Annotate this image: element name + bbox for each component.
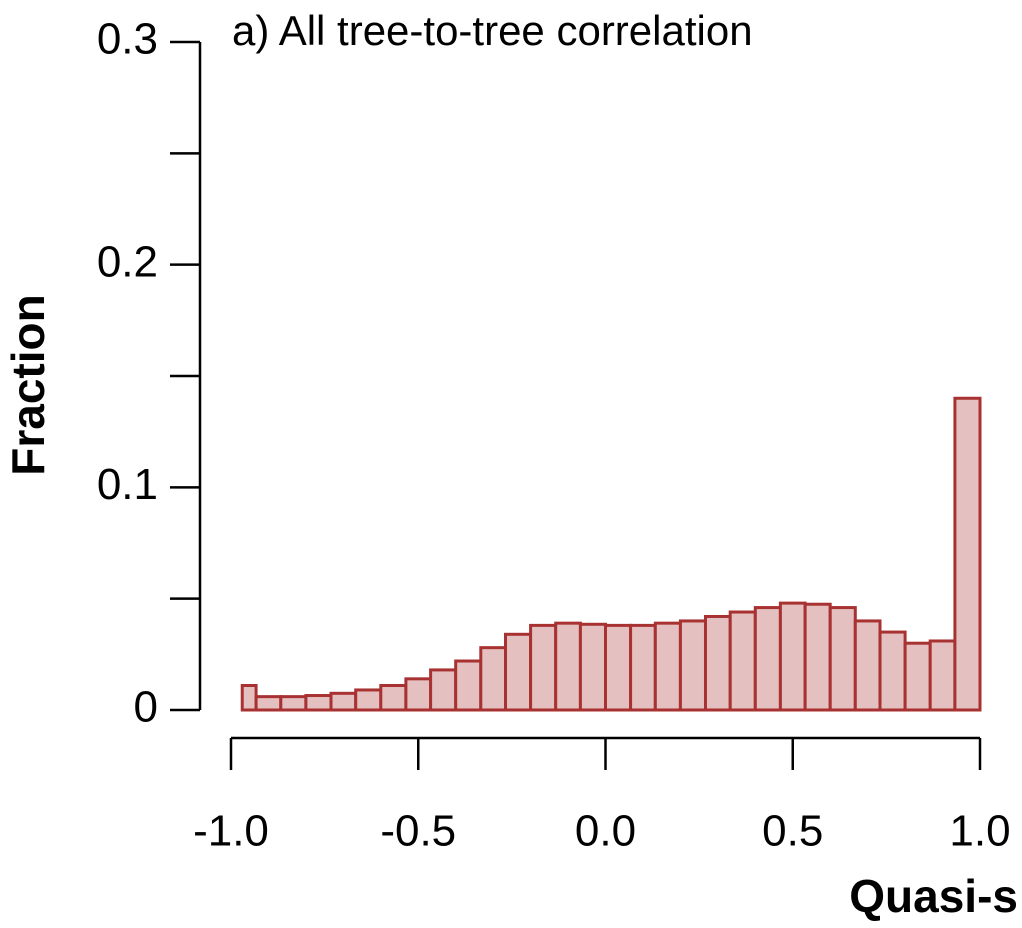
histogram-bar — [254, 695, 283, 712]
histogram-bar — [928, 639, 957, 712]
histogram-bar — [454, 659, 483, 712]
x-tick-label: -1.0 — [193, 807, 269, 856]
histogram-bar — [479, 646, 508, 712]
x-tick-label: 1.0 — [949, 807, 1010, 856]
histogram-bar — [404, 677, 433, 712]
histogram-bar — [803, 602, 832, 712]
histogram-bar — [653, 621, 682, 712]
x-tick-label: -0.5 — [380, 807, 456, 856]
histogram-bar — [604, 623, 633, 712]
histogram-bar — [329, 691, 358, 712]
x-tick-label: 0.5 — [762, 807, 823, 856]
histogram-bar — [853, 619, 882, 712]
x-tick-label: 0.0 — [575, 807, 636, 856]
histogram-bar — [504, 632, 533, 712]
chart-title: a) All tree-to-tree correlation — [232, 7, 753, 54]
x-axis-label: Quasi-s — [849, 870, 1018, 922]
histogram-bar — [429, 668, 458, 712]
y-tick-label: 0.2 — [97, 237, 158, 286]
histogram-bar — [240, 684, 258, 712]
y-axis-label: Fraction — [2, 294, 54, 475]
histogram-bar — [304, 694, 333, 712]
histogram-bar — [678, 619, 707, 712]
histogram-bar — [778, 601, 807, 712]
histogram-bar — [354, 688, 383, 712]
histogram-bar — [554, 621, 582, 712]
histogram-bar — [629, 623, 657, 712]
histogram-bar — [578, 622, 608, 712]
histogram-bar — [953, 396, 982, 712]
y-tick-label: 0 — [134, 683, 158, 732]
histogram-bar — [379, 684, 408, 712]
histogram-bar — [728, 610, 757, 712]
y-tick-label: 0.1 — [97, 460, 158, 509]
histogram-bar — [878, 630, 907, 712]
histogram-bar — [828, 606, 857, 712]
histogram-bar — [529, 623, 558, 712]
histogram-bar — [703, 614, 732, 712]
histogram-bar — [753, 606, 782, 712]
histogram-bar — [279, 695, 308, 712]
y-tick-label: 0.3 — [97, 15, 158, 64]
histogram-bar — [903, 641, 932, 712]
